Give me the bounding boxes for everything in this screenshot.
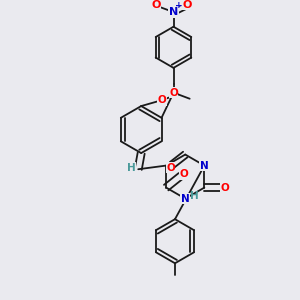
Text: O: O <box>166 163 175 173</box>
Text: O: O <box>151 0 160 10</box>
Text: N: N <box>169 7 178 17</box>
Text: O: O <box>158 95 166 105</box>
Text: O: O <box>179 169 188 179</box>
Text: +: + <box>175 1 183 10</box>
Text: H: H <box>127 163 135 173</box>
Text: O: O <box>220 183 229 193</box>
Text: O: O <box>182 0 191 10</box>
Text: H: H <box>190 191 199 201</box>
Text: N: N <box>200 160 209 171</box>
Text: N: N <box>181 194 190 204</box>
Text: O: O <box>169 88 178 98</box>
